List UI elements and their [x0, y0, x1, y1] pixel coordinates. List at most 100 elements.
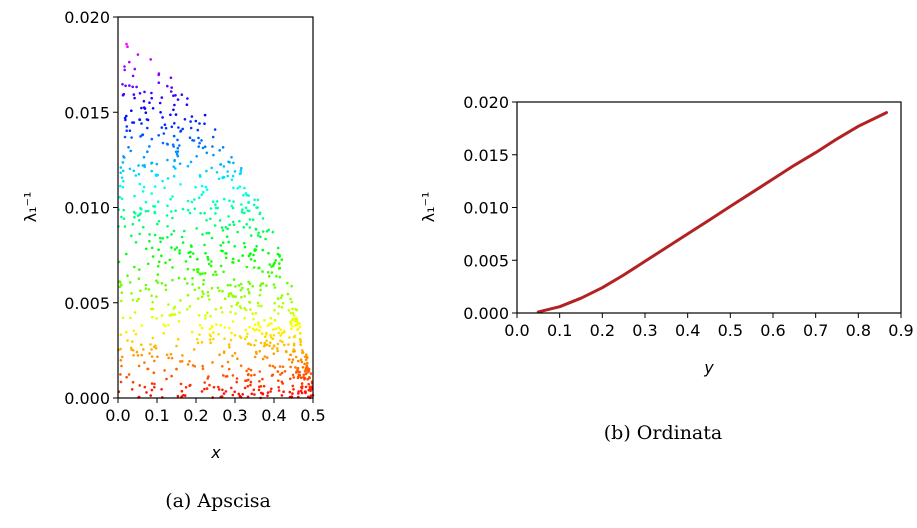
scatter-point — [146, 126, 149, 130]
scatter-point — [246, 209, 249, 212]
scatter-point — [238, 185, 242, 188]
scatter-point — [132, 329, 136, 333]
scatter-point — [178, 311, 181, 314]
scatter-point — [173, 103, 176, 107]
scatter-point — [118, 195, 121, 199]
scatter-point — [201, 146, 205, 150]
scatter-point — [156, 265, 160, 268]
scatter-point — [261, 248, 265, 252]
scatter-point — [217, 385, 220, 389]
scatter-point — [259, 391, 263, 395]
scatter-point — [222, 374, 225, 377]
scatter-point — [296, 366, 300, 370]
scatter-point — [200, 184, 204, 188]
scatter-point — [170, 233, 173, 236]
scatter-point — [291, 358, 295, 361]
scatter-point — [226, 283, 230, 287]
scatter-point — [186, 199, 190, 203]
x-tick-label: 0.6 — [760, 321, 785, 340]
scatter-point — [247, 201, 250, 204]
scatter-point — [279, 334, 282, 337]
scatter-point — [292, 314, 296, 317]
scatter-point — [120, 299, 123, 303]
scatter-point — [223, 326, 227, 329]
scatter-point — [125, 129, 128, 132]
scatter-point — [165, 377, 168, 381]
scatter-point — [272, 334, 276, 337]
scatter-point — [205, 188, 209, 191]
scatter-point — [120, 176, 124, 179]
scatter-point — [175, 344, 178, 348]
scatter-point — [239, 282, 243, 286]
scatter-point — [160, 254, 163, 258]
scatter-point — [119, 359, 123, 362]
scatter-point — [120, 215, 123, 219]
scatter-point — [266, 324, 270, 328]
scatter-point — [232, 261, 235, 264]
scatter-point — [227, 367, 231, 371]
scatter-point — [137, 164, 140, 167]
scatter-point — [273, 261, 276, 265]
scatter-point — [253, 249, 256, 252]
scatter-point — [245, 335, 248, 339]
scatter-point — [211, 200, 215, 203]
scatter-point — [186, 97, 189, 100]
scatter-point — [150, 246, 154, 250]
scatter-point — [176, 146, 180, 150]
scatter-point — [148, 239, 151, 243]
scatter-point — [121, 83, 124, 86]
scatter-point — [304, 358, 308, 362]
scatter-point — [123, 225, 127, 228]
scatter-point — [207, 294, 210, 298]
scatter-point — [228, 223, 231, 227]
scatter-point — [266, 271, 270, 274]
panel-b-series-line — [536, 111, 888, 314]
scatter-point — [287, 309, 291, 312]
scatter-point — [148, 233, 151, 236]
scatter-point — [271, 373, 275, 377]
scatter-point — [214, 203, 217, 206]
scatter-point — [239, 288, 243, 292]
scatter-point — [256, 198, 260, 202]
scatter-point — [253, 323, 257, 327]
scatter-point — [128, 281, 132, 284]
scatter-point — [259, 284, 262, 288]
scatter-point — [198, 141, 201, 145]
scatter-point — [226, 227, 229, 231]
scatter-point — [219, 264, 223, 268]
scatter-point — [292, 388, 295, 391]
scatter-point — [213, 128, 217, 131]
scatter-point — [246, 373, 250, 377]
scatter-point — [227, 294, 231, 298]
scatter-point — [305, 364, 309, 367]
scatter-point — [212, 331, 215, 334]
scatter-point — [175, 367, 178, 371]
scatter-point — [219, 323, 222, 327]
scatter-point — [265, 339, 268, 343]
scatter-point — [290, 361, 294, 364]
scatter-point — [224, 256, 228, 260]
x-tick-label: 0.4 — [261, 406, 286, 425]
scatter-point — [247, 280, 250, 284]
scatter-point — [194, 119, 198, 123]
scatter-point — [289, 353, 293, 357]
scatter-point — [122, 208, 125, 212]
scatter-point — [150, 96, 153, 100]
scatter-point — [243, 186, 246, 190]
scatter-point — [195, 155, 198, 158]
scatter-point — [306, 378, 310, 381]
scatter-point — [239, 306, 243, 310]
scatter-point — [259, 385, 263, 388]
scatter-point — [258, 349, 262, 353]
scatter-point — [178, 249, 181, 252]
scatter-point — [306, 367, 310, 370]
scatter-point — [133, 67, 137, 71]
scatter-point — [203, 381, 206, 384]
scatter-point — [176, 337, 180, 341]
x-tick-label: 0.4 — [675, 321, 700, 340]
scatter-point — [266, 391, 270, 394]
scatter-point — [272, 283, 276, 286]
scatter-point — [221, 289, 224, 293]
scatter-point — [176, 394, 180, 398]
